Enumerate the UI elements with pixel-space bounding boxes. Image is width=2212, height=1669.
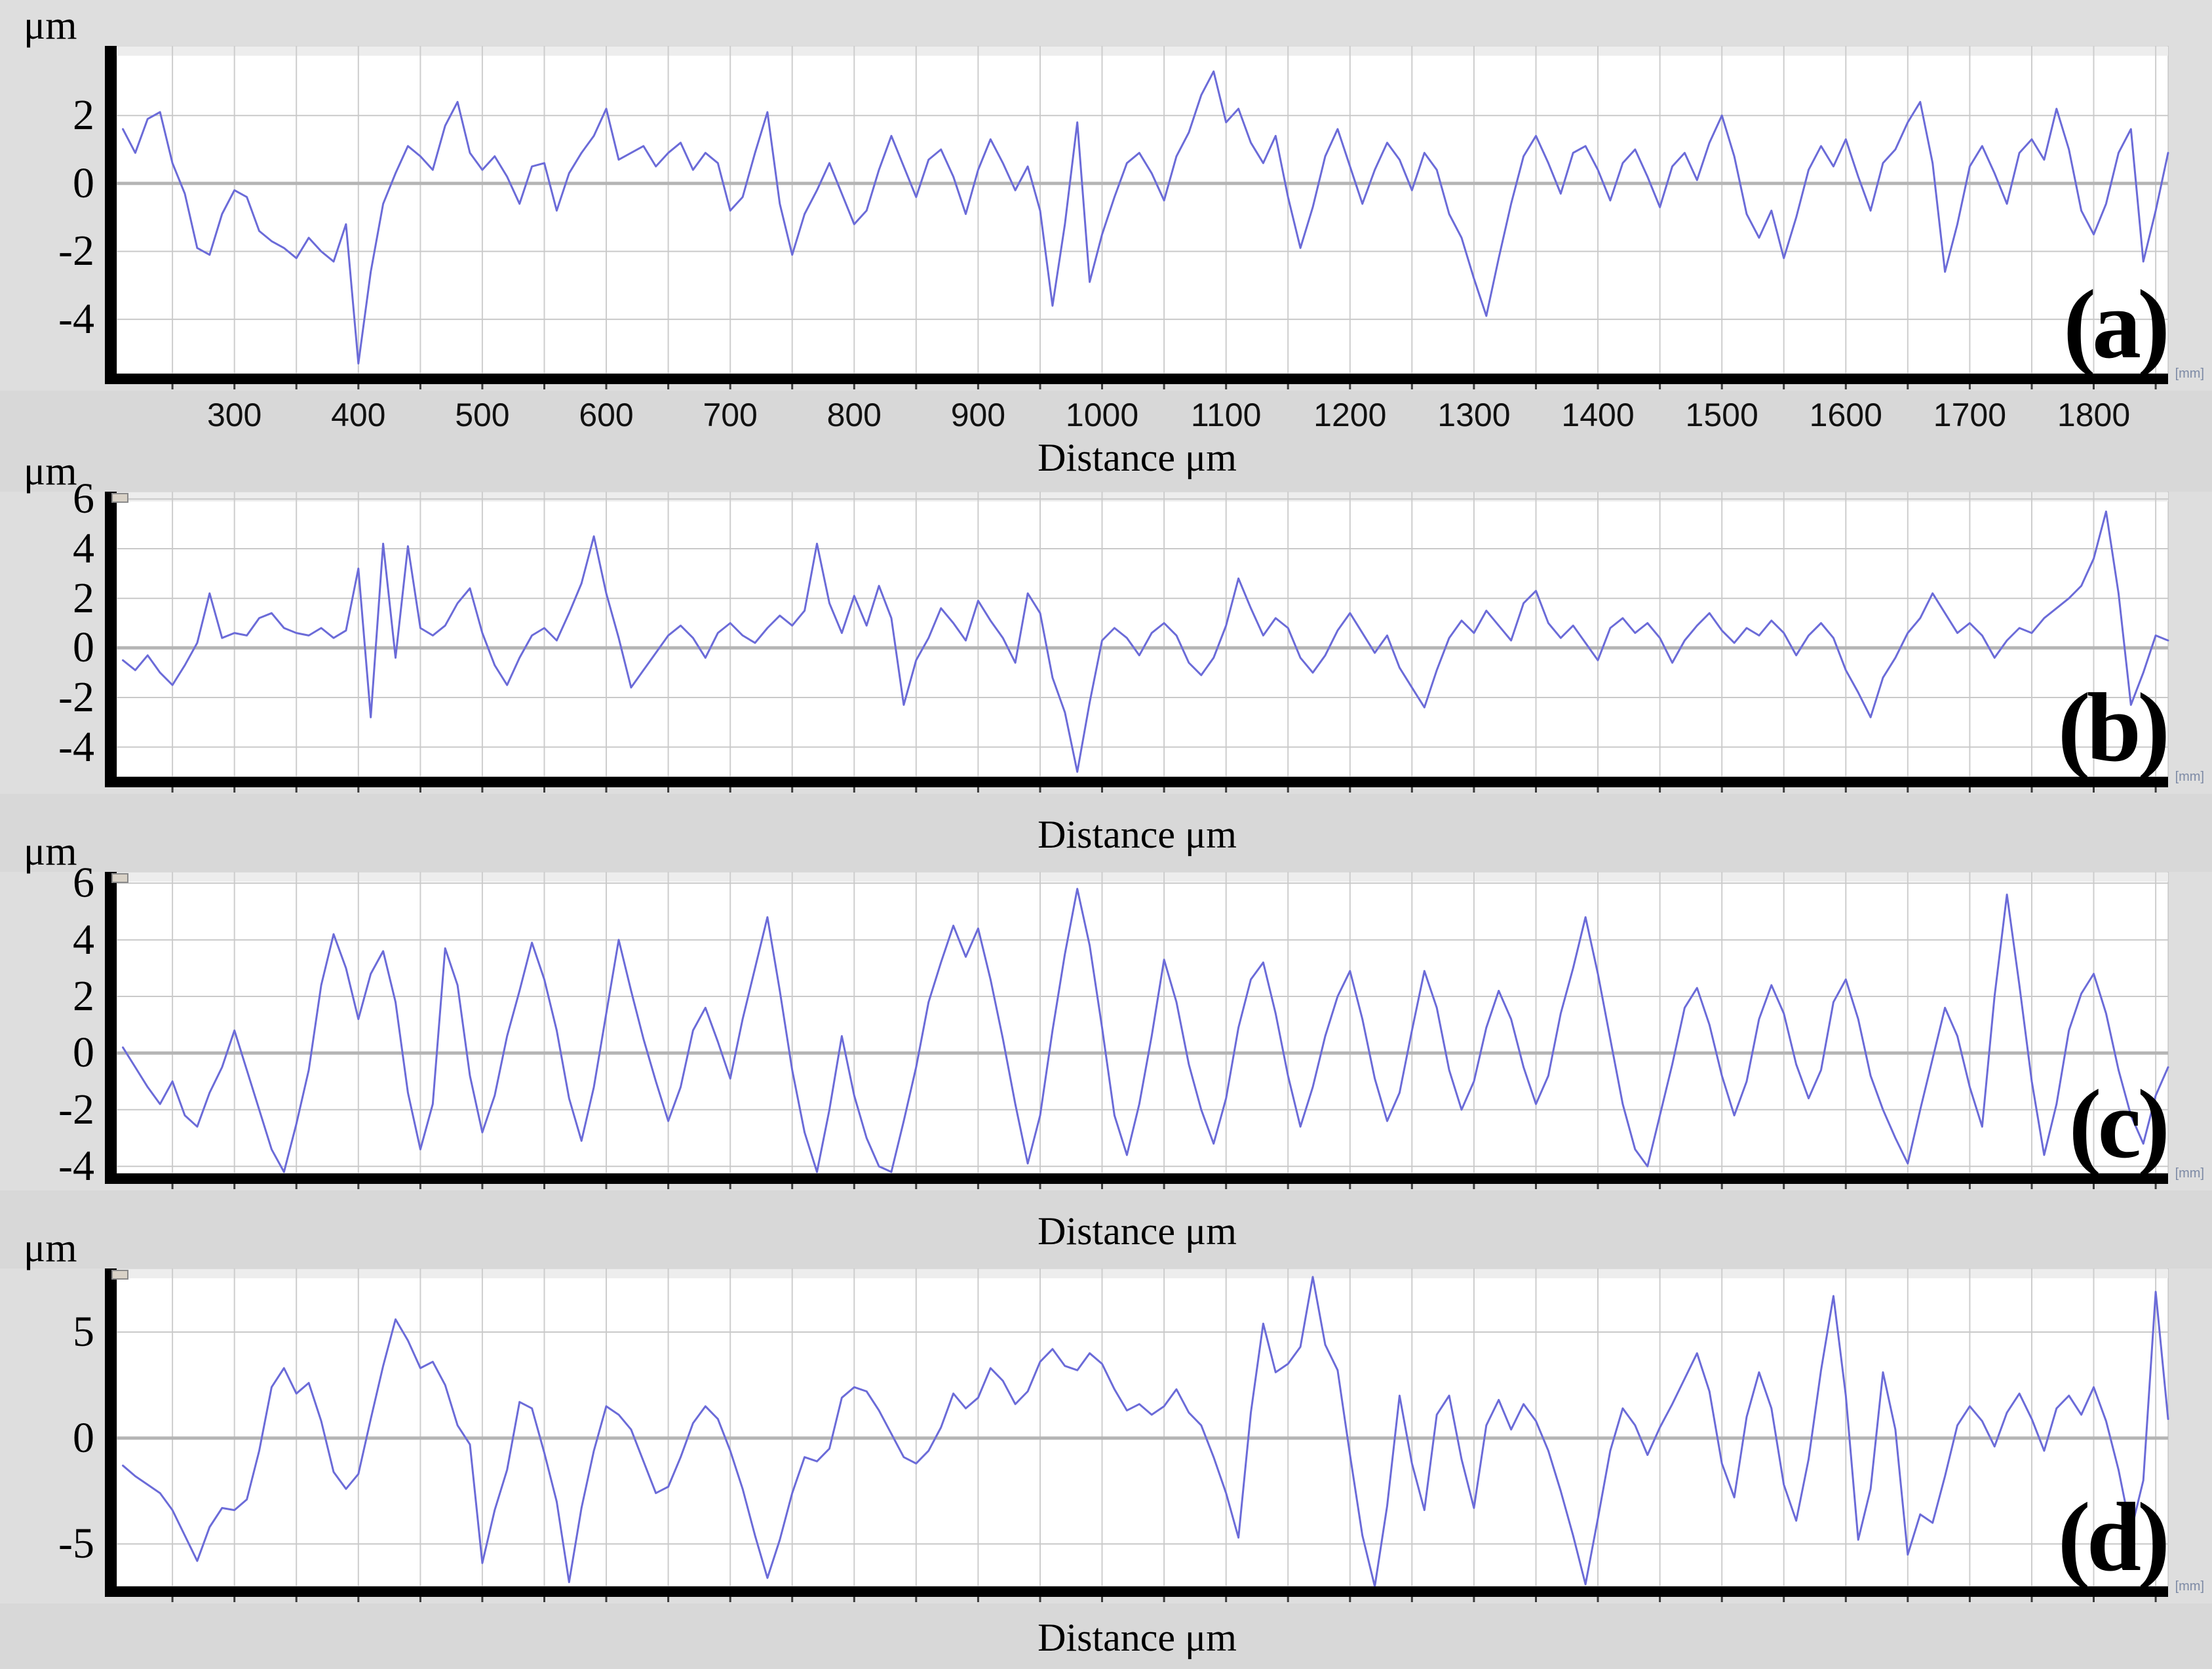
profile-panel-c: μm 6 4 2 0 -2 -4 (c) [mm] — [0, 831, 2212, 1190]
y-tick-label: 4 — [73, 915, 94, 964]
y-axis-tick-labels: 6 4 2 0 -2 -4 — [0, 475, 98, 794]
y-tick-label: 0 — [73, 1029, 94, 1077]
y-axis-unit-label: μm — [24, 829, 77, 874]
axis-end-unit-note: [mm] — [2175, 770, 2204, 784]
y-tick-label: 5 — [73, 1308, 94, 1356]
axis-end-unit-note: [mm] — [2175, 1579, 2204, 1594]
y-axis-unit-label: μm — [24, 1226, 77, 1270]
y-tick-label: -4 — [58, 295, 94, 344]
x-axis-title-d: Distance μm — [1038, 1616, 1237, 1659]
y-tick-label: -2 — [58, 673, 94, 721]
y-tick-label: -5 — [58, 1520, 94, 1568]
x-tick-label: 1400 — [1561, 397, 1635, 433]
axis-end-unit-note: [mm] — [2175, 1166, 2204, 1181]
x-axis-band-b: Distance μm — [0, 794, 2212, 872]
profile-plot-d — [105, 1268, 2169, 1602]
x-tick-label: 500 — [455, 397, 510, 433]
x-tick-label: 1500 — [1685, 397, 1758, 433]
profile-panel-b: μm 6 4 2 0 -2 -4 (b) [mm] — [0, 451, 2212, 794]
y-tick-label: 6 — [73, 475, 94, 523]
x-tick-label: 300 — [206, 397, 262, 433]
panel-label-a: (a) — [2063, 270, 2170, 379]
profile-plot-a — [105, 46, 2169, 389]
y-axis-tick-labels: 2 0 -2 -4 — [0, 46, 98, 391]
x-tick-label: 700 — [703, 397, 758, 433]
plot-corner-icon — [111, 873, 128, 883]
y-axis-tick-labels: 5 0 -5 — [0, 1268, 98, 1603]
profile-panel-d: μm 5 0 -5 (d) [mm] — [0, 1228, 2212, 1603]
panel-label-d: (d) — [2057, 1483, 2170, 1592]
profile-plot-b — [105, 492, 2169, 793]
y-axis-unit-label: μm — [24, 449, 77, 494]
profile-plot-c — [105, 872, 2169, 1189]
y-tick-label: -2 — [58, 1085, 94, 1133]
x-axis-title-b: Distance μm — [1038, 813, 1237, 856]
y-tick-label: 6 — [73, 859, 94, 907]
x-tick-label: 1300 — [1437, 397, 1511, 433]
x-axis-title-c: Distance μm — [1038, 1209, 1237, 1253]
y-tick-label: 0 — [73, 159, 94, 207]
panel-label-c: (c) — [2068, 1070, 2171, 1179]
y-axis-tick-labels: 6 4 2 0 -2 -4 — [0, 859, 98, 1190]
x-axis-band-c: Distance μm — [0, 1190, 2212, 1268]
y-axis-unit-label: μm — [24, 3, 77, 48]
x-tick-label: 1600 — [1809, 397, 1882, 433]
y-tick-label: 2 — [73, 574, 94, 622]
y-tick-label: -4 — [58, 1142, 94, 1190]
plot-corner-icon — [111, 1270, 128, 1280]
x-tick-label: 800 — [826, 397, 882, 433]
y-tick-label: 0 — [73, 623, 94, 672]
x-tick-label: 1200 — [1313, 397, 1387, 433]
x-axis-tick-labels: 300 400 500 600 700 800 900 1000 1100 1200 1300 140… — [0, 391, 2212, 433]
x-tick-label: 1100 — [1190, 397, 1262, 433]
panel-label-b: (b) — [2057, 673, 2170, 782]
x-tick-label: 1000 — [1065, 397, 1139, 433]
x-tick-label: 1800 — [2057, 397, 2131, 433]
plot-corner-icon — [111, 493, 128, 503]
y-tick-label: -2 — [58, 227, 94, 275]
x-tick-label: 600 — [579, 397, 634, 433]
y-tick-label: 2 — [73, 972, 94, 1021]
y-tick-label: -4 — [58, 722, 94, 771]
x-tick-label: 900 — [950, 397, 1006, 433]
x-axis-band-a: 300 400 500 600 700 800 900 1000 1100 1200 1300 140… — [0, 391, 2212, 492]
x-axis-title-a: Distance μm — [1038, 436, 1237, 479]
y-tick-label: 2 — [73, 91, 94, 140]
x-tick-label: 400 — [331, 397, 386, 433]
x-tick-label: 1700 — [1933, 397, 2006, 433]
x-axis-band-d: Distance μm — [0, 1603, 2212, 1669]
axis-end-unit-note: [mm] — [2175, 366, 2204, 381]
y-tick-label: 0 — [73, 1413, 94, 1462]
y-tick-label: 4 — [73, 524, 94, 572]
profile-panel-a: μm 2 0 -2 -4 (a) [mm] — [0, 5, 2212, 391]
